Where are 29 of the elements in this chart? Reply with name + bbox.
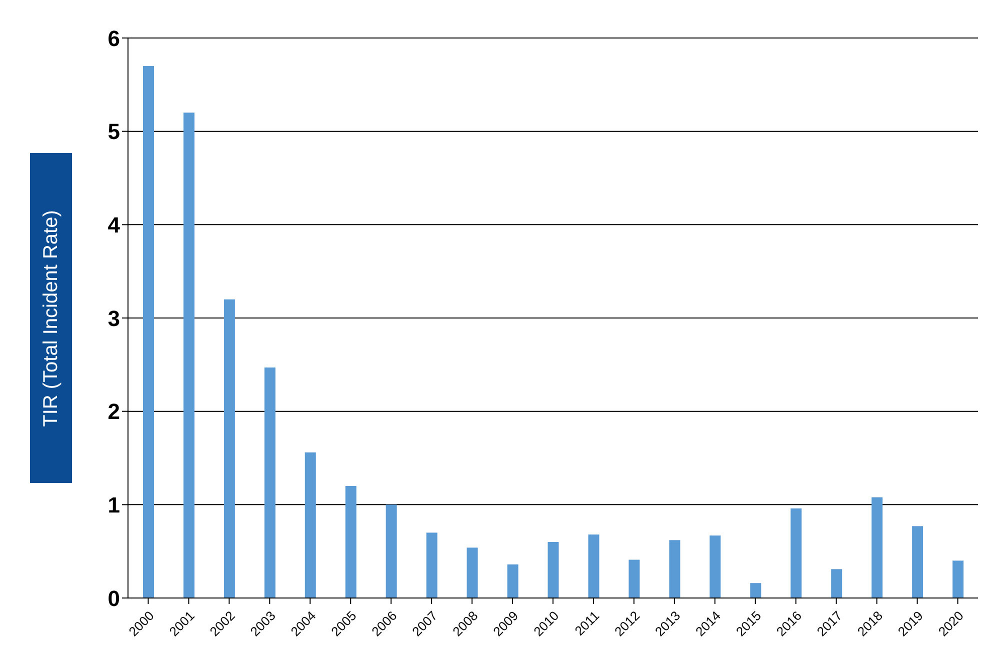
bar — [628, 560, 640, 598]
bar — [912, 526, 924, 598]
bar — [952, 560, 964, 598]
bar — [345, 486, 356, 598]
bar — [790, 508, 802, 598]
bar — [669, 540, 680, 598]
y-axis-title: TIR (Total Incident Rate) — [40, 210, 62, 426]
bar — [224, 299, 235, 598]
bar — [426, 532, 438, 598]
bar — [831, 569, 842, 598]
y-tick-label: 4 — [108, 212, 121, 238]
y-tick-label: 0 — [108, 586, 120, 611]
y-tick-label: 5 — [108, 119, 120, 144]
bar — [304, 452, 316, 598]
bar — [264, 367, 276, 598]
bar — [507, 564, 518, 598]
bar — [750, 583, 762, 598]
bar — [386, 504, 397, 598]
bar — [183, 112, 194, 598]
bar — [466, 548, 478, 598]
bar — [710, 535, 721, 598]
y-tick-label: 2 — [108, 399, 120, 424]
y-tick-label: 6 — [108, 26, 120, 51]
bar — [588, 534, 600, 598]
bar — [548, 542, 559, 598]
bar — [872, 497, 883, 598]
bar — [143, 66, 154, 598]
y-tick-label: 1 — [108, 492, 120, 518]
y-tick-label: 3 — [108, 306, 120, 331]
